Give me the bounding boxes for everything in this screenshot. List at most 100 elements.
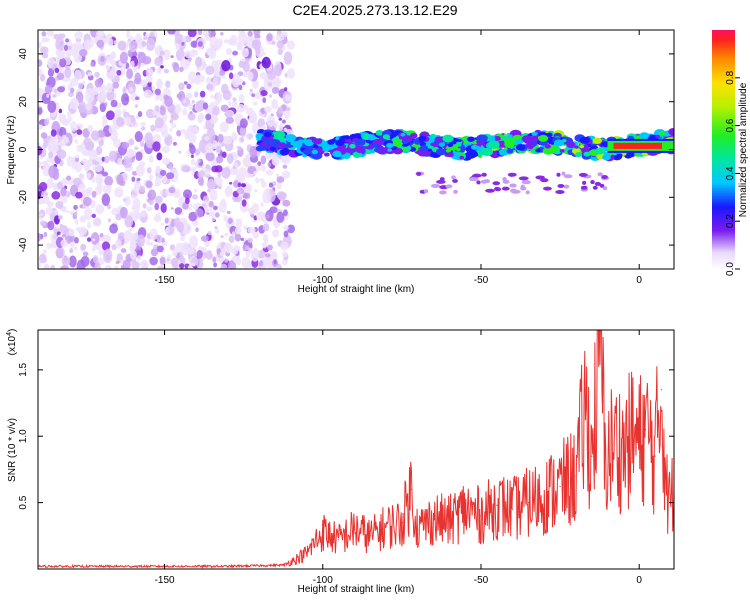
snr-y-tick-label: 0.5	[18, 495, 29, 509]
signal-blob	[311, 149, 319, 155]
noise-blob	[79, 49, 88, 57]
noise-blob	[44, 84, 53, 94]
noise-blob	[261, 242, 268, 249]
noise-blob	[38, 41, 43, 49]
signal-blob	[372, 143, 379, 148]
noise-blob	[122, 259, 131, 269]
snr-y-tick-label: 1.5	[18, 362, 29, 376]
noise-blob	[102, 184, 112, 194]
noise-blob	[58, 108, 63, 114]
noise-blob	[197, 30, 203, 36]
signal-blob	[459, 155, 465, 160]
noise-blob	[133, 66, 138, 73]
noise-blob	[182, 107, 188, 116]
noise-blob	[128, 138, 135, 146]
noise-blob	[176, 221, 184, 233]
noise-blob	[86, 237, 92, 242]
noise-blob	[50, 129, 57, 137]
signal-blob	[658, 131, 666, 136]
noise-blob	[234, 168, 239, 176]
noise-blob	[106, 56, 114, 64]
signal-blob	[258, 144, 268, 151]
noise-blob	[221, 59, 231, 72]
noise-blob	[194, 188, 198, 193]
noise-blob	[267, 162, 272, 168]
noise-blob	[150, 248, 159, 257]
noise-blob	[91, 176, 96, 183]
scatter-blob	[476, 180, 481, 185]
noise-blob	[83, 160, 92, 170]
signal-blob	[602, 154, 611, 161]
noise-blob	[260, 180, 267, 188]
noise-blob	[145, 239, 151, 246]
noise-blob	[225, 116, 235, 124]
noise-blob	[238, 84, 243, 91]
noise-blob	[38, 253, 47, 264]
noise-blob	[64, 67, 72, 79]
noise-blob	[281, 251, 288, 258]
noise-blob	[267, 244, 273, 251]
noise-blob	[262, 233, 269, 242]
signal-blob	[427, 145, 434, 150]
signal-blob	[530, 136, 540, 143]
noise-blob	[47, 68, 55, 77]
noise-blob	[248, 247, 253, 254]
signal-blob	[402, 148, 408, 152]
signal-blob	[467, 150, 479, 158]
noise-blob	[220, 32, 224, 36]
noise-blob	[130, 122, 134, 127]
noise-blob	[251, 202, 260, 213]
noise-blob	[79, 204, 83, 209]
noise-blob	[149, 241, 154, 246]
noise-blob	[159, 106, 166, 116]
noise-blob	[186, 83, 192, 90]
noise-blob	[106, 65, 110, 71]
signal-blob	[617, 153, 623, 157]
noise-blob	[140, 121, 146, 127]
noise-blob	[115, 238, 122, 249]
signal-blob	[504, 138, 513, 145]
signal-blob	[430, 142, 436, 146]
scatter-blob	[520, 186, 527, 191]
noise-blob	[91, 245, 96, 252]
noise-blob	[129, 249, 137, 260]
noise-blob	[127, 49, 133, 58]
noise-blob	[38, 181, 48, 192]
noise-blob	[123, 116, 132, 127]
noise-blob	[98, 249, 103, 256]
noise-blob	[221, 151, 227, 158]
scatter-blob	[601, 174, 608, 179]
noise-blob	[106, 82, 113, 93]
signal-blob	[546, 132, 553, 138]
noise-blob	[241, 48, 249, 58]
signal-blob	[457, 139, 462, 143]
noise-blob	[243, 104, 248, 111]
noise-blob	[55, 226, 60, 230]
colorbar-tick-label: 0.4	[725, 166, 736, 180]
noise-blob	[205, 76, 213, 84]
noise-blob	[273, 64, 283, 77]
signal-blob	[559, 149, 565, 153]
noise-blob	[208, 30, 216, 38]
noise-blob	[231, 231, 236, 236]
noise-blob	[43, 264, 51, 269]
noise-blob	[128, 86, 134, 93]
noise-blob	[154, 88, 162, 96]
signal-blob	[456, 143, 462, 147]
signal-blob	[332, 150, 342, 158]
noise-blob	[134, 33, 142, 45]
signal-blob	[595, 147, 606, 155]
noise-blob	[50, 264, 56, 269]
noise-blob	[66, 210, 70, 214]
noise-blob	[283, 225, 289, 231]
noise-blob	[91, 190, 97, 198]
noise-blob	[208, 211, 216, 218]
noise-blob	[107, 204, 111, 210]
noise-blob	[143, 89, 153, 99]
colorbar-label: Normalized spectral amplitude	[738, 82, 749, 217]
noise-blob	[196, 74, 206, 83]
noise-blob	[65, 118, 71, 124]
signal-blob	[446, 152, 454, 158]
spectrogram-x-tick-label: -100	[313, 275, 333, 286]
signal-blob	[498, 148, 509, 156]
